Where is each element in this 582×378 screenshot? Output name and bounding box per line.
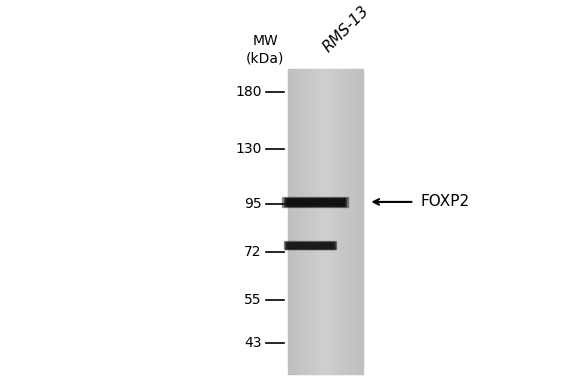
Bar	[285, 242, 335, 249]
Bar	[304, 69, 305, 374]
Bar	[360, 69, 361, 374]
Bar	[342, 69, 343, 374]
Bar	[289, 69, 290, 374]
Bar	[297, 69, 298, 374]
Bar	[291, 69, 292, 374]
Bar	[359, 69, 360, 374]
Bar	[294, 69, 295, 374]
Bar	[348, 69, 349, 374]
Bar	[335, 69, 336, 374]
Bar	[307, 69, 308, 374]
Bar	[353, 69, 354, 374]
Bar	[310, 69, 311, 374]
Text: RMS-13: RMS-13	[321, 3, 372, 56]
Bar	[329, 69, 330, 374]
Text: MW
(kDa): MW (kDa)	[246, 34, 285, 65]
Bar	[301, 69, 302, 374]
Bar	[292, 69, 293, 374]
Bar	[288, 69, 289, 374]
Bar	[302, 69, 303, 374]
Bar	[323, 69, 324, 374]
Bar	[344, 69, 345, 374]
Bar	[314, 69, 315, 374]
Bar	[296, 69, 297, 374]
Bar	[312, 69, 313, 374]
Bar	[331, 69, 332, 374]
Text: 95: 95	[244, 197, 262, 211]
Bar	[316, 69, 317, 374]
Bar	[319, 69, 320, 374]
Bar	[306, 69, 307, 374]
Bar	[330, 69, 331, 374]
Text: 55: 55	[244, 293, 262, 307]
Bar	[351, 69, 352, 374]
Bar	[295, 69, 296, 374]
Bar	[317, 69, 318, 374]
Bar	[309, 69, 310, 374]
Bar	[350, 69, 351, 374]
Bar	[290, 69, 291, 374]
Bar	[332, 69, 333, 374]
Bar	[326, 69, 327, 374]
Bar	[320, 69, 321, 374]
Bar	[336, 69, 337, 374]
Bar	[303, 69, 304, 374]
Bar	[308, 69, 309, 374]
Bar	[354, 69, 355, 374]
Bar	[337, 69, 338, 374]
Bar	[286, 198, 344, 205]
Bar	[318, 69, 319, 374]
Bar	[352, 69, 353, 374]
Bar	[341, 69, 342, 374]
Bar	[356, 69, 357, 374]
Bar	[315, 69, 316, 374]
Bar	[343, 69, 344, 374]
Bar	[298, 69, 299, 374]
Bar	[340, 69, 341, 374]
Bar	[346, 69, 347, 374]
Bar	[322, 69, 323, 374]
Bar	[313, 69, 314, 374]
Bar	[288, 200, 342, 204]
Bar	[282, 197, 347, 207]
Bar	[328, 69, 329, 374]
Bar	[333, 69, 334, 374]
Bar	[287, 199, 343, 205]
Bar	[345, 69, 346, 374]
Bar	[283, 241, 336, 249]
Bar	[286, 242, 333, 248]
Bar	[358, 69, 359, 374]
Text: FOXP2: FOXP2	[420, 194, 469, 209]
Bar	[347, 69, 348, 374]
Text: 72: 72	[244, 245, 262, 259]
Bar	[311, 69, 312, 374]
Bar	[349, 69, 350, 374]
Bar	[305, 69, 306, 374]
Bar	[355, 69, 356, 374]
Bar	[324, 69, 325, 374]
Bar	[325, 69, 326, 374]
Text: 43: 43	[244, 336, 262, 350]
Bar	[299, 69, 300, 374]
Bar	[357, 69, 358, 374]
Bar	[321, 69, 322, 374]
Bar	[362, 69, 363, 374]
Bar	[300, 69, 301, 374]
Bar	[288, 243, 331, 247]
Bar	[293, 69, 294, 374]
Bar	[285, 198, 345, 206]
Bar	[339, 69, 340, 374]
Bar	[338, 69, 339, 374]
Text: 180: 180	[235, 85, 262, 99]
Bar	[287, 243, 332, 248]
Text: 130: 130	[235, 142, 262, 156]
Bar	[283, 198, 346, 206]
Bar	[327, 69, 328, 374]
Bar	[334, 69, 335, 374]
Bar	[361, 69, 362, 374]
